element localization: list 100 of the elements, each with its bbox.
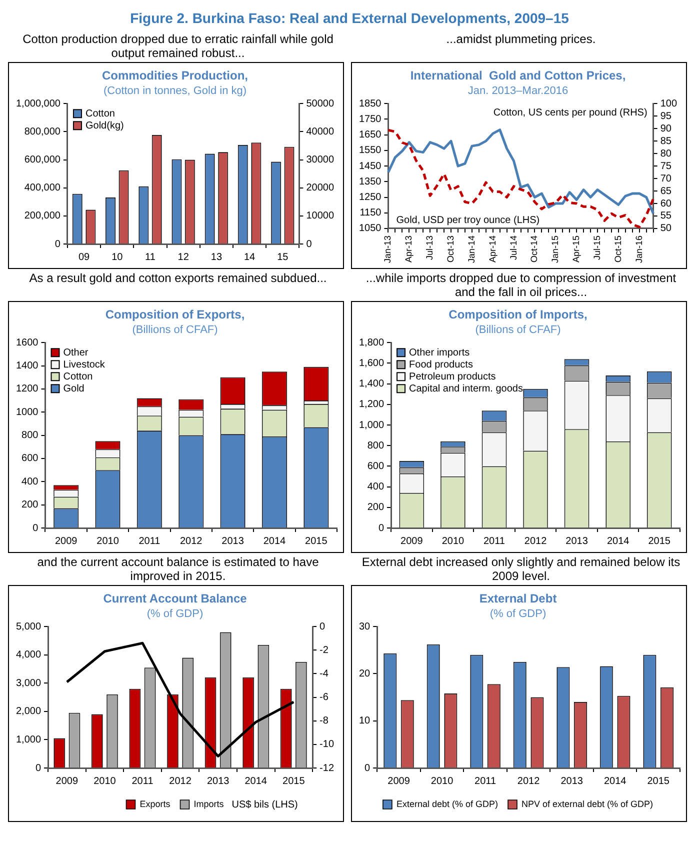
legend-label: External debt (% of GDP) [396, 798, 498, 809]
y-tick-label: 1050 [358, 223, 382, 234]
legend-label: Livestock [63, 359, 106, 370]
y2-tick-label: 10000 [306, 210, 334, 222]
chart-subtitle: (% of GDP) [146, 608, 204, 620]
legend-label: Cotton [63, 371, 93, 382]
legend-label: Cotton [85, 108, 115, 120]
x-tick-label: Jul-14 [508, 235, 518, 260]
y2-tick-label: 20000 [306, 182, 334, 194]
y-tick-label: 200,000 [24, 210, 61, 222]
y-tick-label: 10 [359, 716, 371, 727]
y-tick-label: 1,600 [358, 358, 384, 369]
y-tick-label: 1350 [358, 176, 382, 188]
x-tick-label: 2011 [474, 776, 496, 787]
text: and the current account balance is estimated to have improved in 2015. [36, 555, 320, 585]
x-tick-label: 2015 [648, 536, 671, 547]
x-tick-label: Oct-14 [529, 235, 540, 262]
y-tick-label: 1,000,000 [16, 98, 61, 110]
y2-tick-label: 100 [660, 98, 678, 110]
legend-label: Food products [409, 359, 473, 370]
legend-label: NPV of external debt (% of GDP) [521, 798, 654, 809]
y-tick-label: 2,000 [16, 706, 42, 718]
y-tick-label: 600 [22, 453, 39, 464]
y-tick-label: 400 [367, 482, 384, 493]
chart-subtitle: (Cotton in tonnes, Gold in kg) [103, 85, 247, 98]
y-tick-label: 800,000 [24, 126, 61, 138]
y2-tick-label: 55 [660, 210, 672, 222]
chart-title: Composition of Exports, [105, 308, 245, 322]
y-tick-label: 800 [22, 430, 39, 442]
y2-tick-label: 30000 [306, 154, 334, 166]
y-tick-label: 400 [22, 476, 39, 488]
y-tick-label: 0 [54, 238, 61, 250]
y-tick-label: 600 [367, 460, 384, 472]
x-tick-label: 12 [178, 252, 190, 263]
y-tick-label: 0 [378, 522, 384, 534]
y2-tick-label: -4 [320, 668, 329, 680]
chart-subtitle: Jan. 2013–Mar.2016 [468, 85, 568, 98]
legend-label: Gold(kg) [85, 120, 124, 132]
chart-subtitle: (Billions of CFAF) [475, 324, 561, 336]
y2-tick-label: 85 [660, 136, 672, 147]
y-tick-label: 800 [367, 440, 384, 452]
x-tick-label: 11 [145, 252, 156, 263]
text: External debt increased only slightly and remained below its 2009 level. [360, 555, 682, 585]
y-tick-label: 400,000 [24, 182, 61, 194]
x-tick-label: 2015 [282, 776, 306, 787]
chart-title: Commodities Production, [102, 68, 248, 83]
y2-tick-label: 0 [320, 621, 326, 632]
x-tick-label: Jan-14 [466, 235, 476, 264]
x-tick-label: 2012 [169, 776, 192, 787]
chart-title: International Gold and Cotton Prices, [410, 68, 626, 83]
y-tick-label: 1,000 [16, 734, 42, 746]
series-label: Gold, USD per troy ounce (LHS) [396, 215, 540, 226]
y-tick-label: 1600 [16, 337, 39, 348]
chart-title: External Debt [479, 592, 557, 606]
y-tick-label: 0 [35, 762, 42, 774]
legend-label: Gold [63, 383, 84, 394]
x-tick-label: 2014 [606, 536, 630, 547]
y2-tick-label: -2 [320, 644, 329, 656]
x-tick-label: Jan-15 [550, 235, 560, 264]
text: Cotton production dropped due to erratic rainfall while gold output remained robust... [22, 32, 334, 62]
y-tick-label: 200 [22, 500, 39, 511]
x-tick-label: Oct-15 [612, 235, 623, 262]
x-tick-label: Apr-14 [487, 235, 498, 262]
y2-tick-label: 50 [660, 223, 672, 234]
x-tick-label: 2013 [222, 536, 244, 547]
x-tick-label: 2011 [483, 536, 506, 547]
text: ...while imports dropped due to compression of investment and the fall in oil prices... [364, 271, 678, 301]
legend-label: Petroleum products [409, 371, 496, 382]
x-tick-label: Jan-16 [634, 235, 644, 264]
y-tick-label: 5,000 [16, 621, 42, 632]
x-tick-label: 2011 [132, 776, 154, 787]
x-tick-label: 13 [210, 252, 222, 263]
y-tick-label: 1,800 [358, 337, 384, 348]
legend-label: Other imports [409, 347, 470, 358]
y-tick-label: 0 [32, 522, 39, 534]
x-tick-label: Apr-13 [404, 235, 414, 262]
chart-subtitle: (Billions of CFAF) [132, 324, 218, 336]
x-tick-label: 2010 [442, 536, 465, 547]
x-tick-label: 2011 [138, 536, 161, 547]
x-tick-label: 2009 [54, 536, 78, 547]
y-tick-label: 1400 [16, 360, 39, 372]
x-tick-label: Jul-13 [424, 235, 435, 260]
x-tick-label: 2013 [206, 776, 230, 787]
chart-title: Composition of Imports, [448, 308, 588, 322]
x-tick-label: 2009 [56, 776, 78, 787]
y2-tick-label: 40000 [306, 126, 334, 138]
x-tick-label: 2014 [263, 536, 286, 547]
x-tick-label: 2009 [400, 536, 424, 547]
x-tick-label: 2009 [388, 776, 410, 787]
x-tick-label: 2013 [566, 536, 588, 547]
series-label: Cotton, US cents per pound (RHS) [493, 107, 648, 118]
y-tick-label: 600,000 [24, 154, 61, 166]
y-tick-label: 1150 [360, 208, 382, 219]
x-tick-label: 2015 [305, 536, 328, 547]
x-tick-label: 14 [244, 252, 256, 263]
legend-label: Imports [194, 798, 224, 809]
caption: Figure 2. Burkina Faso: Real and External Developments, 2009–15 [129, 9, 570, 28]
y-tick-label: 200 [367, 502, 384, 514]
y-tick-label: 1,400 [358, 378, 384, 390]
x-tick-label: Oct-13 [446, 235, 456, 262]
